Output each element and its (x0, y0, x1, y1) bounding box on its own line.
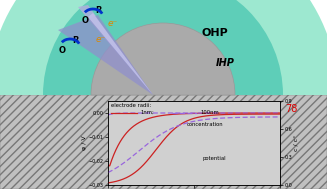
Text: e⁻: e⁻ (108, 19, 118, 28)
Text: potential: potential (203, 156, 226, 161)
Bar (0, 95, 327, 189)
Text: 78: 78 (285, 104, 297, 114)
Wedge shape (91, 23, 235, 95)
Text: electrode radii:: electrode radii: (112, 103, 152, 108)
Text: concentration: concentration (187, 122, 224, 127)
Polygon shape (78, 5, 153, 95)
Text: $\mathcal{E}$: 6: $\mathcal{E}$: 6 (232, 104, 253, 115)
Bar (0, 95, 327, 189)
Text: IHP: IHP (215, 58, 234, 68)
Text: OHP: OHP (202, 28, 228, 38)
Polygon shape (58, 15, 153, 95)
Text: e⁻: e⁻ (96, 36, 106, 44)
Text: R: R (72, 36, 78, 45)
Wedge shape (0, 0, 327, 95)
Text: O: O (82, 16, 89, 25)
Wedge shape (43, 0, 283, 95)
Y-axis label: c / c°: c / c° (293, 135, 298, 151)
Y-axis label: φ / V: φ / V (82, 136, 87, 150)
Text: R: R (95, 6, 101, 15)
Text: 1nm;: 1nm; (141, 110, 154, 115)
Text: O: O (59, 46, 66, 55)
Text: 100nm: 100nm (201, 110, 220, 115)
Polygon shape (88, 13, 153, 95)
